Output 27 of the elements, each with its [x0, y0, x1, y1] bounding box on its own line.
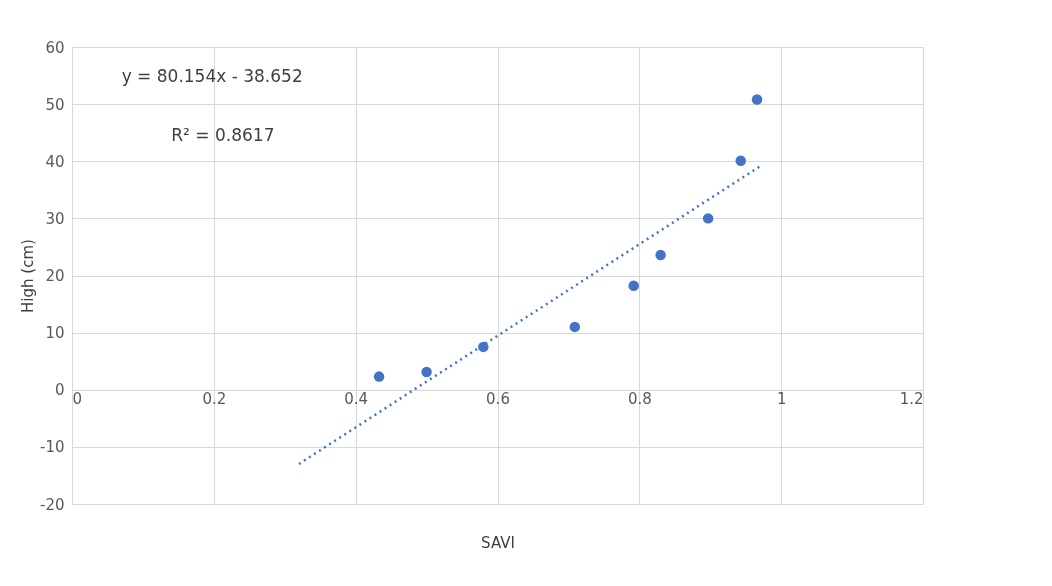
point	[421, 366, 432, 378]
annotation: R² = 0.8617	[171, 124, 275, 145]
x-tick-label: 0.6	[486, 390, 510, 409]
y-tick-label: 20	[45, 267, 65, 285]
x-tick-label: 0.8	[627, 390, 652, 409]
point	[702, 213, 714, 224]
y-tick-label: 30	[45, 209, 65, 228]
y-tick-label: -20	[40, 495, 65, 514]
y-axis-title: High (cm)	[19, 239, 37, 313]
x-tick-label: 0	[72, 390, 83, 409]
point	[569, 321, 581, 333]
x-axis-title: SAVI	[481, 533, 515, 552]
point	[628, 280, 639, 292]
y-tick-label: 40	[45, 152, 65, 171]
y-tick-label: -10	[40, 438, 65, 457]
x-tick-label: 1.2	[899, 390, 924, 409]
x-tick-label: 0.4	[344, 390, 369, 409]
y-tick-label: 60	[45, 38, 65, 57]
point	[735, 155, 746, 166]
point	[751, 94, 763, 105]
annotation: y = 80.154x - 38.652	[121, 65, 303, 86]
x-tick-label: 1	[776, 390, 787, 409]
point	[373, 371, 385, 382]
y-tick-label: 50	[45, 95, 65, 114]
x-tick-label: 0.2	[202, 390, 227, 409]
point	[655, 249, 666, 261]
y-tick-label: 10	[45, 324, 65, 343]
